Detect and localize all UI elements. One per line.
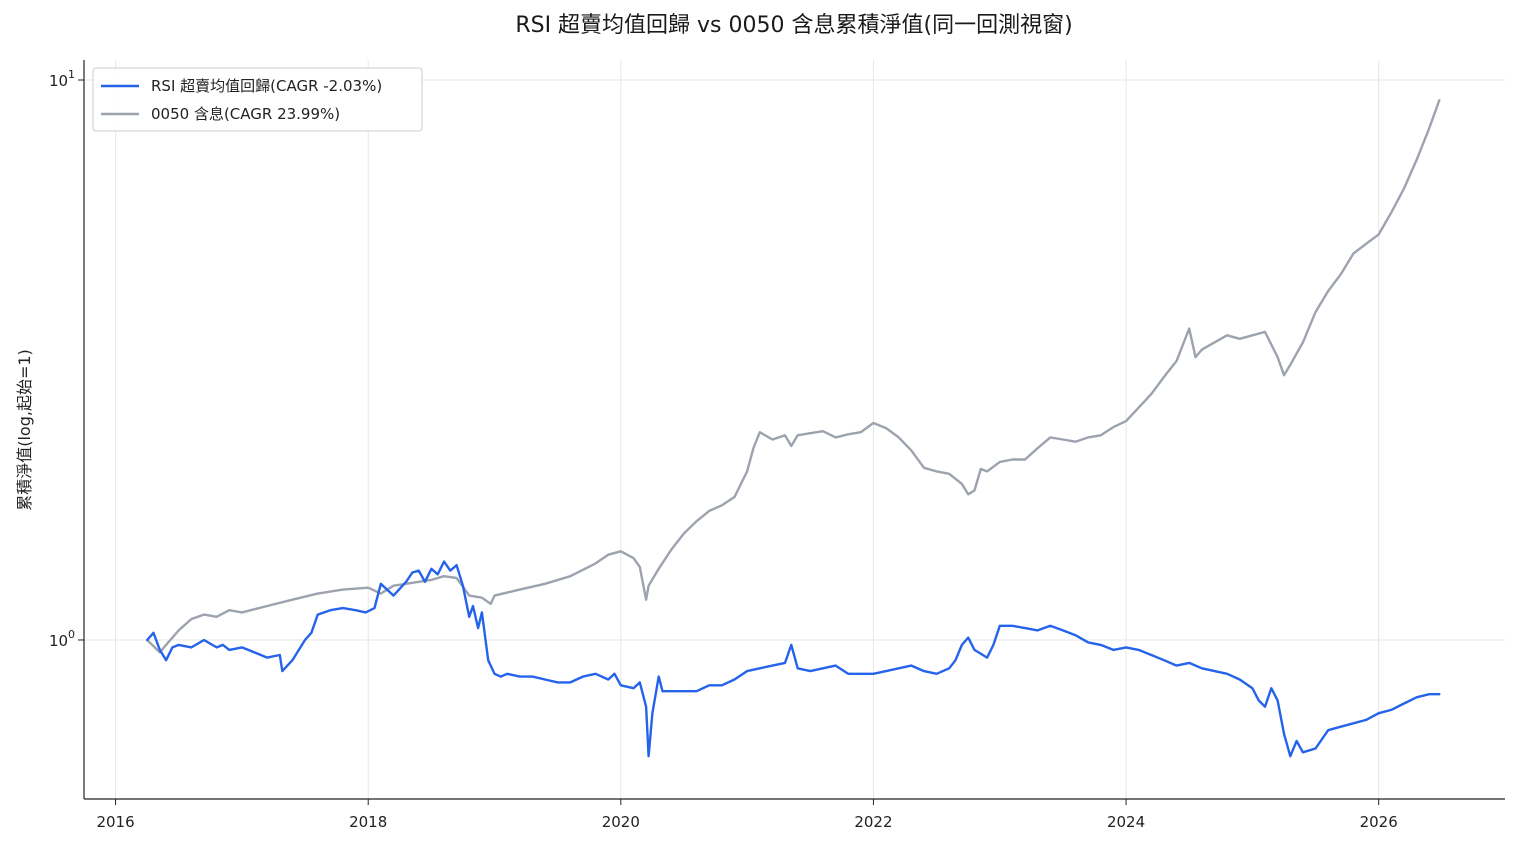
legend-label-0050: 0050 含息(CAGR 23.99%) (151, 105, 340, 123)
y-tick-label: 100 (49, 628, 75, 650)
legend-box (92, 67, 423, 132)
series-line-rsi (145, 560, 1441, 758)
x-tick-label: 2018 (349, 813, 387, 831)
y-axis-label: 累積淨值(log,起始=1) (15, 349, 34, 511)
y-tick-label: 101 (49, 68, 75, 90)
plot-area (145, 99, 1441, 758)
x-tick-label: 2024 (1107, 813, 1145, 831)
chart-title: RSI 超賣均值回歸 vs 0050 含息累積淨值(同一回測視窗) (515, 13, 1072, 38)
y-ticks: 100 101 (49, 68, 84, 650)
grid (84, 60, 1505, 799)
x-tick-label: 2026 (1360, 813, 1398, 831)
x-tick-label: 2016 (96, 813, 134, 831)
series-line-0050 (145, 99, 1441, 654)
x-ticks: 2016 2018 2020 2022 2024 2026 (96, 799, 1398, 831)
legend-label-rsi: RSI 超賣均值回歸(CAGR -2.03%) (151, 77, 382, 95)
x-tick-label: 2022 (854, 813, 892, 831)
x-tick-label: 2020 (602, 813, 640, 831)
legend: RSI 超賣均值回歸(CAGR -2.03%) 0050 含息(CAGR 23.… (92, 67, 423, 132)
